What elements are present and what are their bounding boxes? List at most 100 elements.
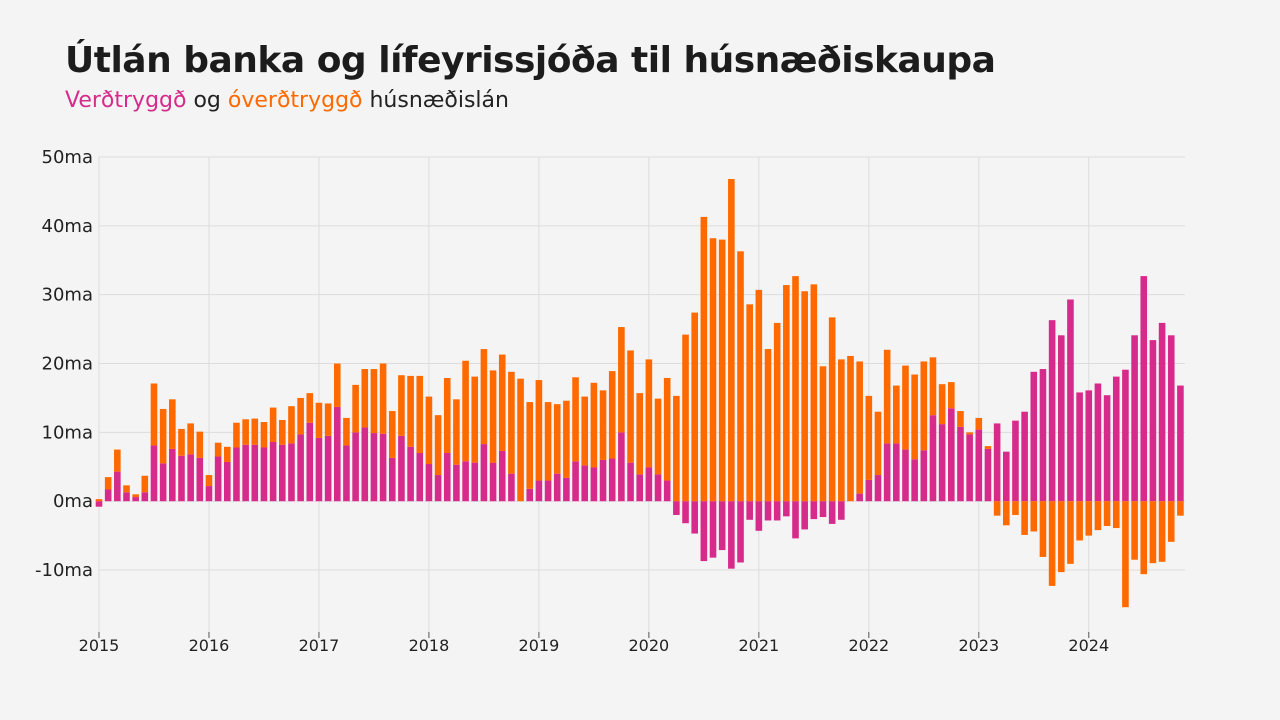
bar-nonindexed <box>902 365 909 450</box>
bar-nonindexed <box>1103 501 1111 526</box>
bar-indexed <box>526 488 534 502</box>
bar-nonindexed <box>205 475 213 487</box>
bar-nonindexed <box>938 384 946 425</box>
x-tick-label: 2023 <box>958 636 999 655</box>
x-tick-label: 2017 <box>299 636 340 655</box>
bar-indexed <box>425 464 433 502</box>
x-tick-label: 2021 <box>738 636 779 655</box>
bar-indexed <box>1131 335 1138 502</box>
bar-nonindexed <box>673 395 680 502</box>
bar-nonindexed <box>948 382 955 409</box>
bar-indexed <box>288 443 295 502</box>
bar-nonindexed <box>819 366 827 502</box>
bar-nonindexed <box>755 289 763 502</box>
bar-indexed <box>535 480 543 502</box>
bar-indexed <box>1085 390 1093 502</box>
bar-nonindexed <box>114 449 121 472</box>
bar-indexed <box>324 435 332 502</box>
bar-nonindexed <box>224 446 231 462</box>
bar-indexed <box>205 486 213 502</box>
bar-nonindexed <box>425 396 433 465</box>
bar-indexed <box>865 479 873 502</box>
bar-nonindexed <box>737 251 744 502</box>
bar-nonindexed <box>700 216 708 502</box>
bar-nonindexed <box>663 377 671 481</box>
subtitle-connector: og <box>186 88 228 113</box>
bar-indexed <box>645 467 653 502</box>
bar-nonindexed <box>159 408 167 464</box>
bar-nonindexed <box>407 375 414 447</box>
bar-indexed <box>581 465 589 502</box>
bar-nonindexed <box>883 349 891 444</box>
bar-indexed <box>1021 411 1028 502</box>
legend-nonindexed: óverðtryggð <box>227 88 363 113</box>
bar-nonindexed <box>1140 501 1148 575</box>
bar-nonindexed <box>553 404 561 474</box>
bar-indexed <box>810 501 818 520</box>
bar-indexed <box>1039 369 1047 502</box>
bar-nonindexed <box>196 431 204 458</box>
bar-indexed <box>673 501 680 515</box>
bar-nonindexed <box>1057 501 1065 573</box>
bar-indexed <box>251 444 259 502</box>
bar-nonindexed <box>517 378 524 502</box>
bar-nonindexed <box>370 369 378 434</box>
bar-indexed <box>682 501 689 524</box>
bar-nonindexed <box>993 501 1001 516</box>
bar-indexed <box>572 461 579 502</box>
bar-indexed <box>315 437 323 502</box>
bar-nonindexed <box>608 371 616 459</box>
y-tick-label: 0ma <box>53 491 93 512</box>
bar-indexed <box>948 408 955 502</box>
bar-indexed <box>663 480 671 502</box>
bar-indexed <box>700 501 708 562</box>
bar-indexed <box>902 449 909 502</box>
bar-indexed <box>801 501 808 530</box>
bar-indexed <box>95 501 103 507</box>
bar-nonindexed <box>178 428 185 456</box>
bar-nonindexed <box>590 382 598 468</box>
bar-nonindexed <box>838 359 845 502</box>
bar-nonindexed <box>489 370 497 463</box>
bar-indexed <box>828 501 836 524</box>
bar-nonindexed <box>966 432 973 435</box>
bar-nonindexed <box>251 418 259 445</box>
bar-nonindexed <box>627 350 634 463</box>
bar-nonindexed <box>1012 501 1019 515</box>
bar-nonindexed <box>141 475 149 493</box>
bar-nonindexed <box>1094 501 1102 531</box>
x-tick-label: 2018 <box>409 636 450 655</box>
bar-nonindexed <box>1030 501 1038 532</box>
bar-indexed <box>1076 392 1083 502</box>
bar-indexed <box>508 473 515 502</box>
bar-nonindexed <box>1021 501 1028 535</box>
bar-indexed <box>278 444 286 502</box>
bar-nonindexed <box>352 384 359 433</box>
bar-indexed <box>1177 385 1184 502</box>
bar-indexed <box>1112 376 1120 502</box>
bar-nonindexed <box>618 327 625 433</box>
bar-indexed <box>1158 322 1166 502</box>
bar-indexed <box>398 435 405 502</box>
bar-indexed <box>874 475 882 502</box>
bar-nonindexed <box>1067 501 1074 564</box>
bar-nonindexed <box>847 355 854 502</box>
bar-nonindexed <box>187 423 194 455</box>
bar-nonindexed <box>498 354 506 451</box>
bar-indexed <box>1012 420 1019 502</box>
bar-indexed <box>1149 340 1157 502</box>
bar-nonindexed <box>874 411 882 476</box>
y-tick-label: 30ma <box>42 285 93 306</box>
bar-indexed <box>462 461 469 502</box>
x-tick-label: 2019 <box>519 636 560 655</box>
bar-indexed <box>352 432 359 502</box>
bar-indexed <box>920 450 928 502</box>
bar-indexed <box>453 464 460 502</box>
bar-indexed <box>608 458 616 502</box>
bar-indexed <box>416 453 424 502</box>
bar-indexed <box>297 434 304 502</box>
bar-indexed <box>938 424 946 502</box>
bar-indexed <box>1122 369 1129 502</box>
bar-indexed <box>544 480 552 502</box>
bar-nonindexed <box>792 276 799 502</box>
